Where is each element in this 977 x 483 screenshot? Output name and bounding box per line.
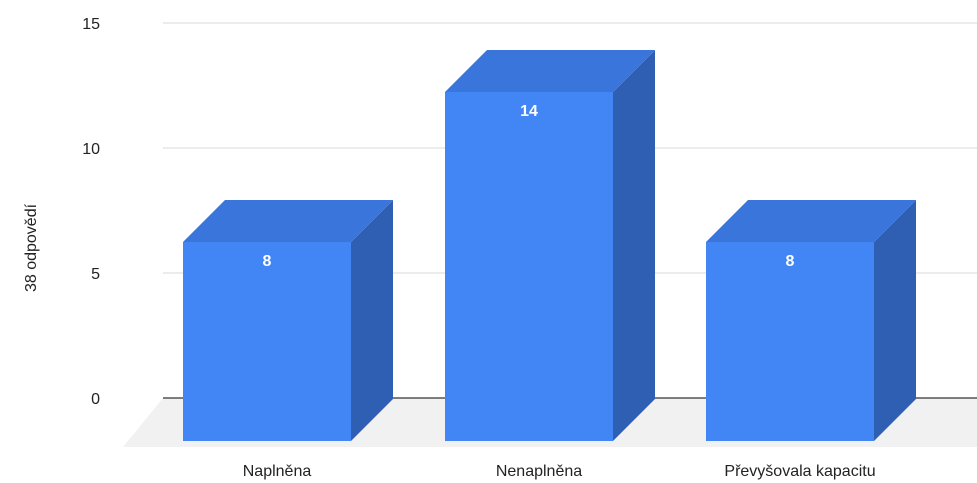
bar-data-label: 8 [263,253,272,270]
x-category-label: Naplněna [243,463,312,480]
bar-side-face [613,50,655,441]
y-tick-label: 10 [82,141,100,158]
x-category-label: Nenaplněna [496,463,582,480]
y-tick-label: 5 [91,266,100,283]
y-axis-ticks: 0 5 10 15 [82,16,100,408]
bar-front-face [183,242,351,441]
bar-data-label: 8 [786,253,795,270]
y-tick-label: 15 [82,16,100,33]
bar-top-face [183,200,393,242]
bar-data-label: 14 [520,103,538,120]
x-axis-labels: Naplněna Nenaplněna Převyšovala kapacitu [243,463,876,480]
x-category-label: Převyšovala kapacitu [724,463,875,480]
bar-top-face [706,200,916,242]
chart-bars: 8 14 8 [183,50,916,441]
bar-side-face [351,200,393,441]
bar-2: 14 [445,50,655,441]
bar-3: 8 [706,200,916,441]
y-axis-title: 38 odpovědí [23,203,40,292]
bar-side-face [874,200,916,441]
bar-top-face [445,50,655,92]
bar-front-face [445,92,613,441]
bar-front-face [706,242,874,441]
y-tick-label: 0 [91,391,100,408]
bar-1: 8 [183,200,393,441]
